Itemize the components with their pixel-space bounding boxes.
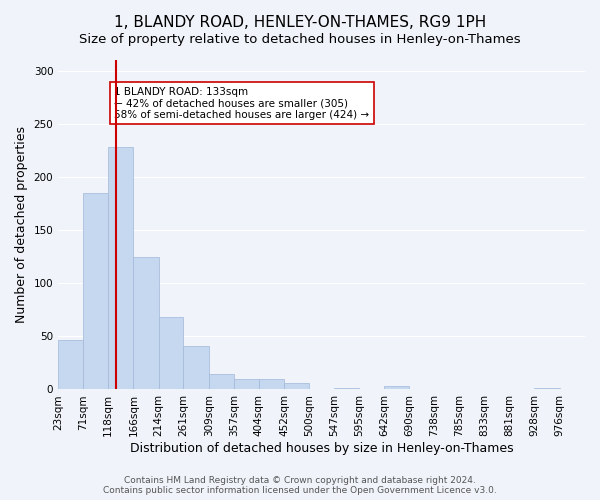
Bar	[158, 317, 184, 390]
Bar	[535, 388, 560, 390]
Bar	[108, 147, 133, 390]
Bar	[384, 386, 409, 390]
Bar	[209, 374, 234, 390]
Text: 1, BLANDY ROAD, HENLEY-ON-THAMES, RG9 1PH: 1, BLANDY ROAD, HENLEY-ON-THAMES, RG9 1P…	[114, 15, 486, 30]
Bar	[284, 383, 309, 390]
Bar	[184, 346, 209, 390]
Bar	[58, 340, 83, 390]
Bar	[334, 388, 359, 390]
Bar	[83, 193, 108, 390]
Bar	[259, 379, 284, 390]
Text: 1 BLANDY ROAD: 133sqm
← 42% of detached houses are smaller (305)
58% of semi-det: 1 BLANDY ROAD: 133sqm ← 42% of detached …	[115, 86, 370, 120]
X-axis label: Distribution of detached houses by size in Henley-on-Thames: Distribution of detached houses by size …	[130, 442, 514, 455]
Text: Contains HM Land Registry data © Crown copyright and database right 2024.
Contai: Contains HM Land Registry data © Crown c…	[103, 476, 497, 495]
Bar	[234, 379, 259, 390]
Bar	[133, 256, 158, 390]
Text: Size of property relative to detached houses in Henley-on-Thames: Size of property relative to detached ho…	[79, 32, 521, 46]
Y-axis label: Number of detached properties: Number of detached properties	[15, 126, 28, 323]
